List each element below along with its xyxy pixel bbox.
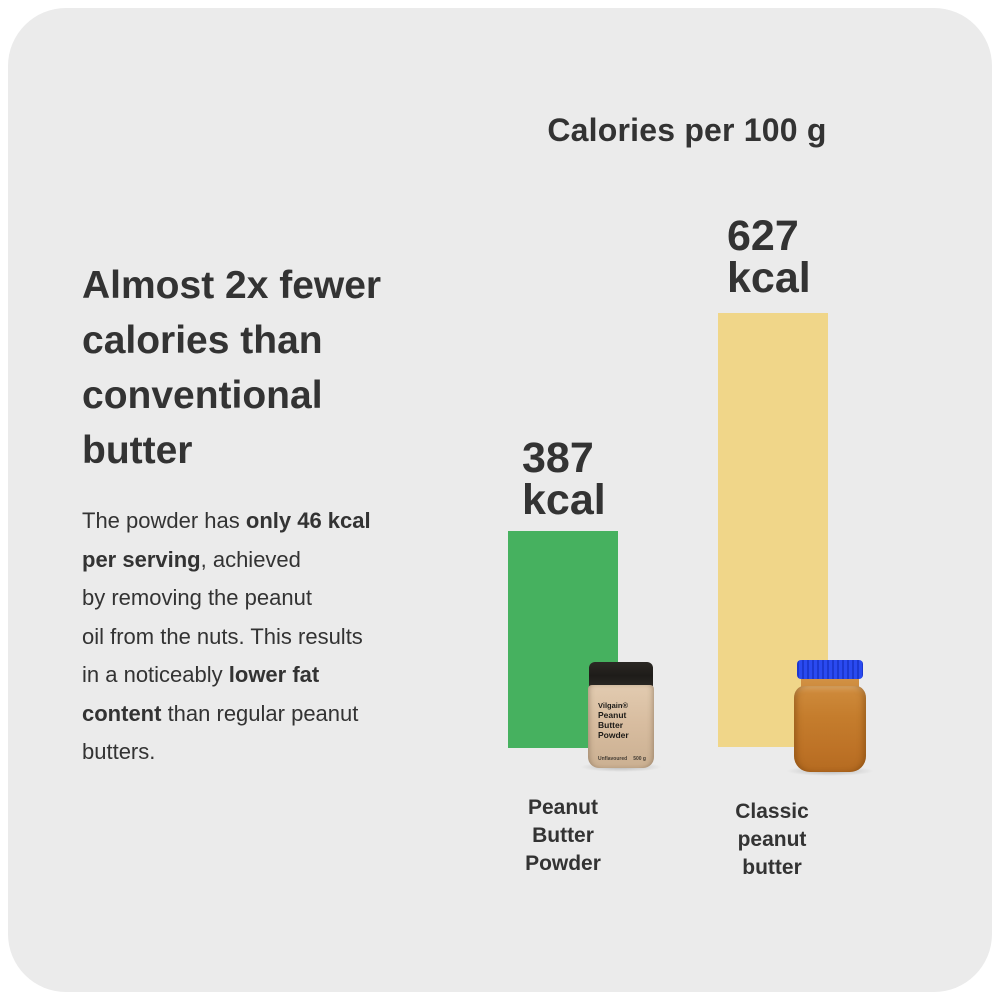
powder-bar-value-label: 387 kcal <box>522 434 606 524</box>
description-line: butters. <box>82 739 156 764</box>
powder-jar-body: Vilgain® Peanut Butter Powder Unflavoure… <box>588 685 654 768</box>
powder-jar-meta-row: Unflavoured 500 g <box>598 756 646 762</box>
classic-jar-image <box>786 660 874 776</box>
description-line: in a noticeably lower fat <box>82 662 320 687</box>
powder-jar-image: Vilgain® Peanut Butter Powder Unflavoure… <box>580 662 662 772</box>
powder-jar-weight-text: 500 g <box>633 756 646 762</box>
powder-jar-label: Vilgain® Peanut Butter Powder Unflavoure… <box>598 701 646 762</box>
powder-jar-variant-text: Unflavoured <box>598 756 628 762</box>
powder-jar-name-text: Powder <box>598 730 629 740</box>
classic-category-label: Classic peanut butter <box>735 800 809 879</box>
classic-jar-body <box>794 686 866 772</box>
powder-jar-brand-text: Vilgain® <box>598 701 628 710</box>
description-text: The powder has only 46 kcal per serving,… <box>82 502 412 772</box>
description-line: content than regular peanut <box>82 700 359 726</box>
headline: Almost 2x fewer calories than convention… <box>82 264 382 472</box>
description-line: oil from the nuts. This results <box>82 623 363 649</box>
powder-jar-lid <box>589 662 653 687</box>
description-line: per serving, achieved <box>82 546 301 572</box>
classic-bar-value-label: 627 kcal <box>727 212 811 302</box>
chart-title: Calories per 100 g <box>547 112 827 148</box>
powder-jar-name-text: Peanut Butter <box>598 710 627 730</box>
powder-category-label: Peanut Butter Powder <box>525 796 601 875</box>
description-line: by removing the peanut <box>82 585 312 610</box>
classic-jar-lid <box>797 660 863 679</box>
infographic-card <box>8 8 992 992</box>
description-line: The powder has only 46 kcal <box>82 508 371 533</box>
classic-jar-neck <box>801 678 859 689</box>
